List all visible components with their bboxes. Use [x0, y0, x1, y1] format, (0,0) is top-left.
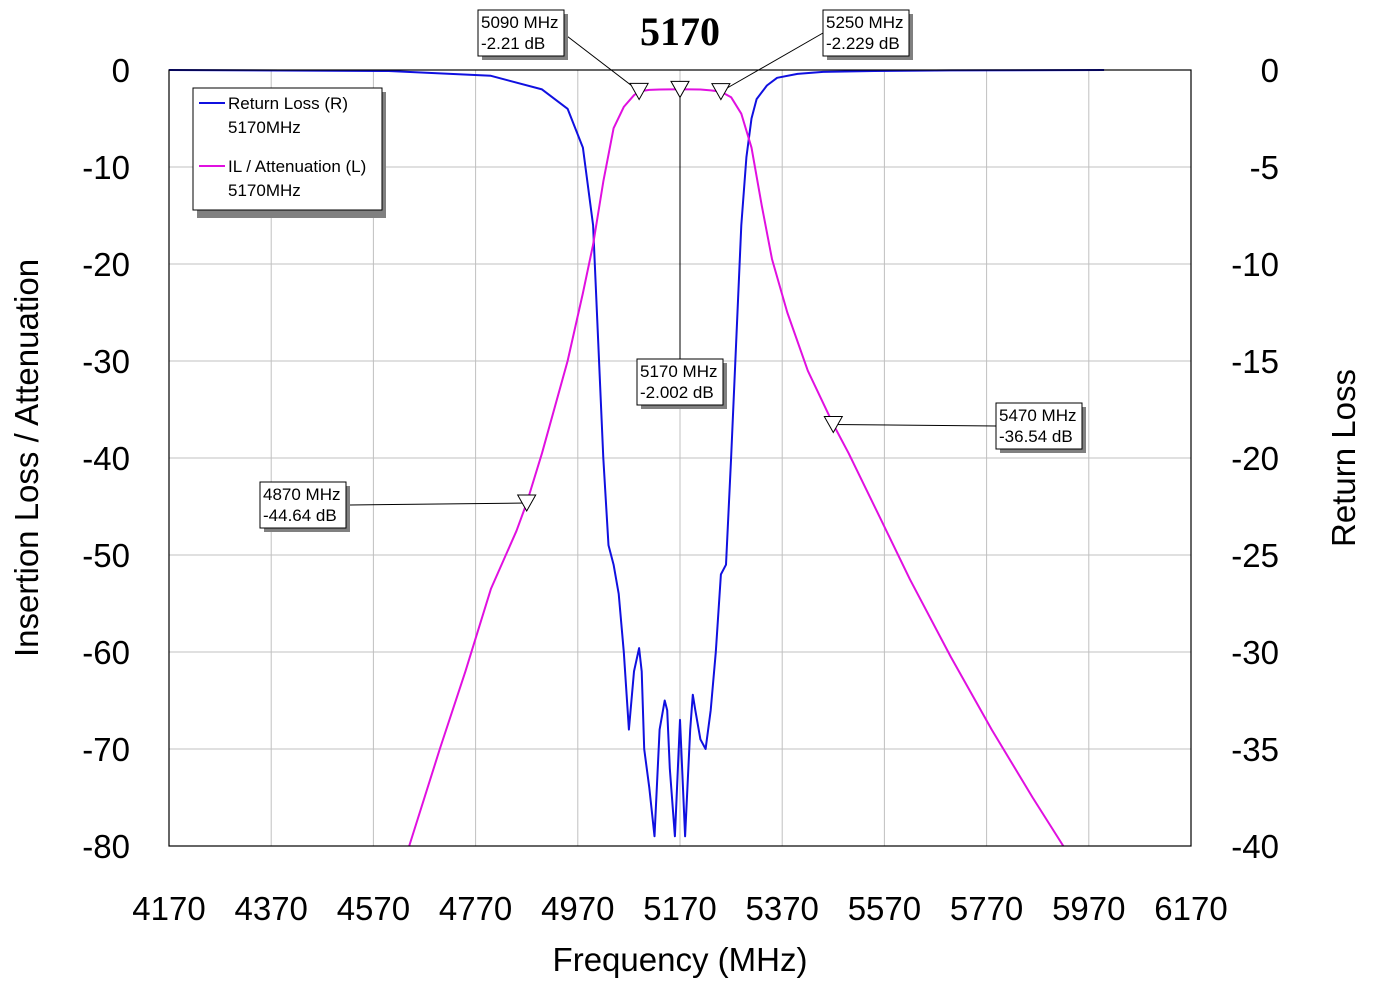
legend-box	[192, 87, 383, 211]
chart-title: 5170	[640, 9, 720, 54]
marker-label-box	[995, 402, 1083, 450]
marker-frequency-label: 5170 MHz	[640, 362, 717, 381]
y-left-tick-label: -60	[82, 634, 130, 671]
marker-triangle	[711, 83, 731, 101]
legend: Return Loss (R) 5170MHz IL / Attenuation…	[192, 87, 386, 218]
marker-leader-line	[562, 32, 640, 92]
x-tick-label: 4170	[132, 890, 205, 927]
series-return-loss-line	[168, 69, 1105, 838]
x-tick-labels: 4170 4370 4570 4770 4970 5170 5370 5570 5770 5970…	[132, 890, 1227, 927]
marker-value-label: -2.21 dB	[481, 34, 545, 53]
marker-triangle	[516, 494, 537, 513]
y-left-axis-title: Insertion Loss / Attenuation	[8, 259, 45, 657]
y-right-tick-labels: 0 -5 -10 -15 -20 -25 -30 -35 -40	[1231, 52, 1279, 865]
marker-5090: 5090 MHz -2.21 dB	[477, 9, 649, 101]
x-tick-label: 5170	[643, 890, 716, 927]
series-insertion-loss-line	[408, 88, 1065, 847]
marker-leader-line	[720, 32, 824, 93]
y-right-axis-title: Return Loss	[1325, 369, 1362, 547]
marker-frequency-label: 5090 MHz	[481, 13, 558, 32]
y-right-tick-label: -40	[1231, 828, 1279, 865]
y-right-tick-label: -15	[1231, 343, 1279, 380]
marker-label-box	[636, 358, 724, 406]
x-axis-title: Frequency (MHz)	[553, 941, 808, 978]
legend-sub-return-loss: 5170MHz	[228, 118, 301, 137]
x-tick-label: 4370	[234, 890, 307, 927]
marker-value-label: -2.229 dB	[826, 34, 900, 53]
marker-leader-line	[833, 423, 997, 427]
marker-5470: 5470 MHz -36.54 dB	[823, 402, 1086, 453]
y-left-tick-label: -20	[82, 246, 130, 283]
marker-value-label: -44.64 dB	[263, 506, 337, 525]
y-right-tick-label: -10	[1231, 246, 1279, 283]
marker-frequency-label: 5470 MHz	[999, 406, 1076, 425]
marker-frequency-label: 4870 MHz	[263, 485, 340, 504]
marker-5170: 5170 MHz -2.002 dB	[636, 80, 727, 409]
x-tick-label: 5370	[745, 890, 818, 927]
plot-frame	[168, 69, 1192, 847]
marker-label-box	[259, 481, 347, 529]
marker-leader-line	[349, 502, 527, 506]
legend-label-return-loss: Return Loss (R)	[228, 94, 348, 113]
x-tick-label: 5570	[848, 890, 921, 927]
y-left-tick-label: -10	[82, 149, 130, 186]
y-right-tick-label: -35	[1231, 731, 1279, 768]
y-left-tick-label: -30	[82, 343, 130, 380]
x-tick-label: 4970	[541, 890, 614, 927]
x-tick-label: 5970	[1052, 890, 1125, 927]
x-tick-label: 4770	[439, 890, 512, 927]
markers: 4870 MHz -44.64 dB 5090 MHz -2.21 dB 5170 MH…	[259, 9, 1086, 532]
y-left-tick-label: -80	[82, 828, 130, 865]
legend-sub-insertion-loss: 5170MHz	[228, 181, 301, 200]
legend-label-insertion-loss: IL / Attenuation (L)	[228, 157, 366, 176]
y-left-tick-label: -50	[82, 537, 130, 574]
y-right-tick-label: -5	[1250, 149, 1279, 186]
y-left-tick-label: -40	[82, 440, 130, 477]
marker-label-box	[822, 9, 910, 57]
marker-value-label: -36.54 dB	[999, 427, 1073, 446]
x-tick-label: 4570	[337, 890, 410, 927]
marker-4870: 4870 MHz -44.64 dB	[259, 481, 537, 532]
y-right-tick-label: 0	[1261, 52, 1279, 89]
marker-frequency-label: 5250 MHz	[826, 13, 903, 32]
marker-5250: 5250 MHz -2.229 dB	[711, 9, 913, 101]
marker-triangle	[670, 80, 690, 99]
y-left-tick-label: 0	[112, 52, 130, 89]
marker-label-box	[477, 9, 565, 57]
x-tick-label: 6170	[1154, 890, 1227, 927]
marker-value-label: -2.002 dB	[640, 383, 714, 402]
y-right-tick-label: -20	[1231, 440, 1279, 477]
y-left-tick-label: -70	[82, 731, 130, 768]
y-left-tick-labels: 0 -10 -20 -30 -40 -50 -60 -70 -80	[82, 52, 130, 865]
curves	[168, 69, 1105, 847]
y-right-tick-label: -30	[1231, 634, 1279, 671]
x-tick-label: 5770	[950, 890, 1023, 927]
marker-triangle	[629, 82, 649, 101]
y-right-tick-label: -25	[1231, 537, 1279, 574]
marker-triangle	[823, 415, 844, 434]
